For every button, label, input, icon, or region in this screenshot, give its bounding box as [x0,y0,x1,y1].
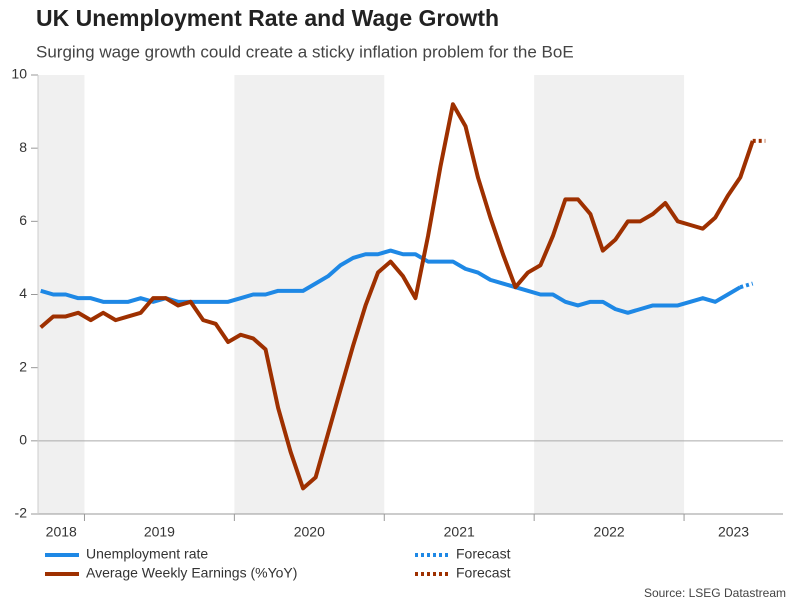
x-tick-label: 2023 [718,524,749,540]
y-tick-label: 8 [19,139,27,155]
legend-label: Forecast [456,546,511,562]
legend-label: Forecast [456,565,511,581]
y-tick-label: 0 [19,432,27,448]
x-tick-label: 2021 [444,524,475,540]
legend-label: Unemployment rate [86,546,208,562]
x-tick-label: 2019 [144,524,175,540]
x-tick-label: 2022 [594,524,625,540]
y-tick-label: -2 [15,505,28,521]
series-line [40,248,742,315]
legend-label: Average Weekly Earnings (%YoY) [86,565,297,581]
y-tick-label: 6 [19,212,27,228]
x-tick-label: 2018 [46,524,77,540]
source-note: Source: LSEG Datastream [644,586,786,600]
chart-title: UK Unemployment Rate and Wage Growth [36,5,499,31]
y-tick-label: 2 [19,358,27,374]
x-tick-label: 2020 [294,524,325,540]
y-tick-label: 10 [11,66,27,82]
y-tick-label: 4 [19,285,27,301]
chart-subtitle: Surging wage growth could create a stick… [36,42,574,61]
series-line [739,281,754,290]
series-line [39,102,755,491]
